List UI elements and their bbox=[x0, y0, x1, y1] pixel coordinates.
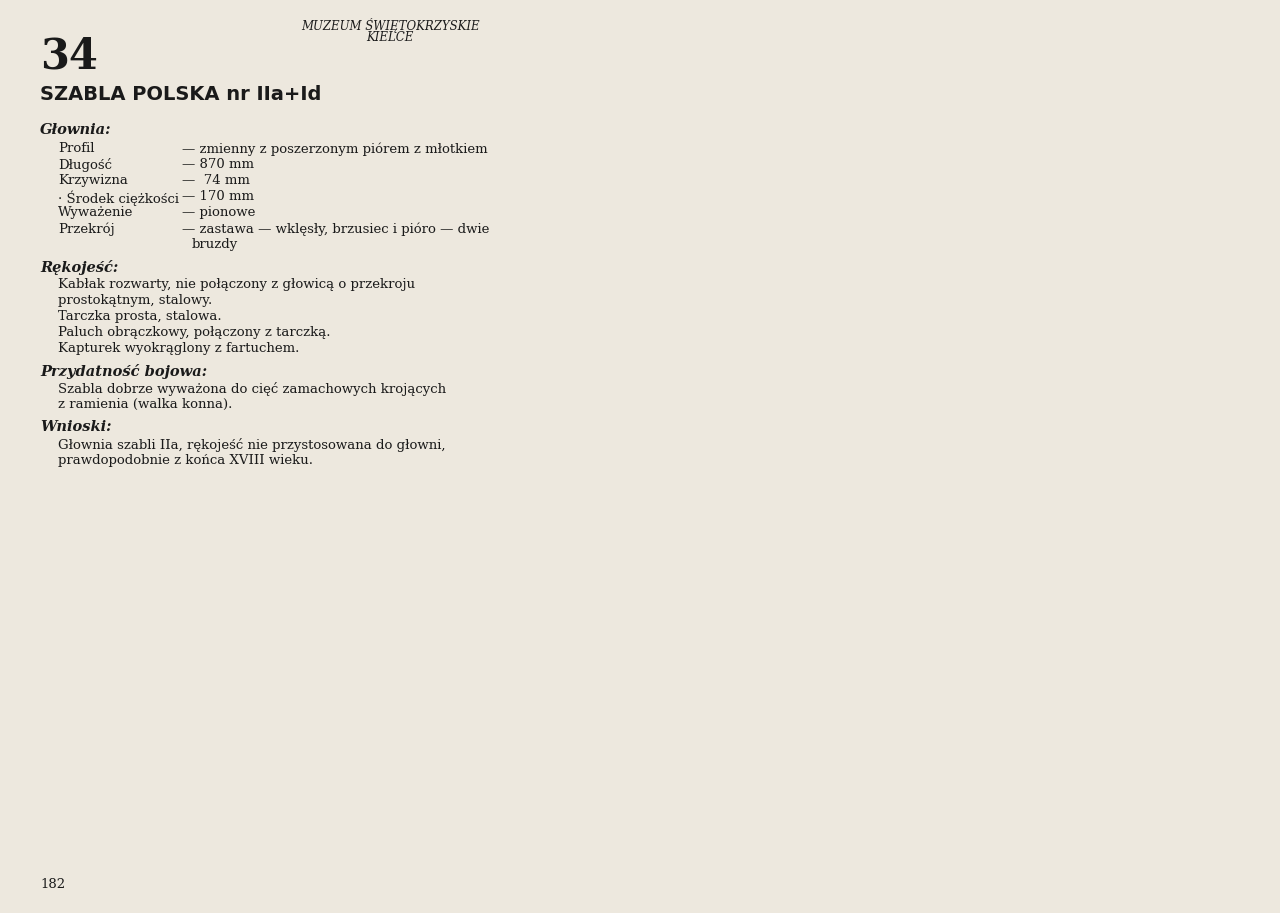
Bar bbox=[0, 0, 561, 913]
Text: SZABLA POLSKA nr IIa+Id: SZABLA POLSKA nr IIa+Id bbox=[40, 85, 321, 104]
Text: Wnioski:: Wnioski: bbox=[40, 420, 111, 434]
Text: — pionowe: — pionowe bbox=[182, 206, 256, 219]
Text: · Środek ciężkości: · Środek ciężkości bbox=[58, 190, 179, 205]
Text: Paluch obrączkowy, połączony z tarczką.: Paluch obrączkowy, połączony z tarczką. bbox=[58, 326, 330, 339]
Text: prostokątnym, stalowy.: prostokątnym, stalowy. bbox=[58, 294, 212, 307]
Text: prawdopodobnie z końca XVIII wieku.: prawdopodobnie z końca XVIII wieku. bbox=[58, 454, 314, 467]
Text: Tarczka prosta, stalowa.: Tarczka prosta, stalowa. bbox=[58, 310, 221, 323]
Text: Szabla dobrze wyważona do cięć zamachowych krojących: Szabla dobrze wyważona do cięć zamachowy… bbox=[58, 382, 447, 396]
Text: Rękojeść:: Rękojeść: bbox=[40, 260, 118, 275]
Text: — 170 mm: — 170 mm bbox=[182, 190, 253, 203]
Text: Kabłak rozwarty, nie połączony z głowicą o przekroju: Kabłak rozwarty, nie połączony z głowicą… bbox=[58, 278, 415, 291]
Text: z ramienia (walka konna).: z ramienia (walka konna). bbox=[58, 398, 233, 411]
Text: — 870 mm: — 870 mm bbox=[182, 158, 253, 171]
Text: 34: 34 bbox=[40, 35, 97, 77]
Text: Długość: Długość bbox=[58, 158, 113, 172]
Text: Wyważenie: Wyważenie bbox=[58, 206, 133, 219]
Text: bruzdy: bruzdy bbox=[192, 238, 238, 251]
Text: KIELCE: KIELCE bbox=[366, 31, 413, 44]
Text: —  74 mm: — 74 mm bbox=[182, 174, 250, 187]
Text: Kapturek wyokrąglony z fartuchem.: Kapturek wyokrąglony z fartuchem. bbox=[58, 342, 300, 355]
Text: 182: 182 bbox=[40, 878, 65, 891]
Text: Przekrój: Przekrój bbox=[58, 222, 115, 236]
Text: Profil: Profil bbox=[58, 142, 95, 155]
Text: Głownia:: Głownia: bbox=[40, 123, 111, 137]
Text: Krzywizna: Krzywizna bbox=[58, 174, 128, 187]
Text: — zmienny z poszerzonym piórem z młotkiem: — zmienny z poszerzonym piórem z młotkie… bbox=[182, 142, 488, 155]
Text: Głownia szabli IIa, rękojeść nie przystosowana do głowni,: Głownia szabli IIa, rękojeść nie przysto… bbox=[58, 438, 445, 452]
Text: Przydatność bojowa:: Przydatność bojowa: bbox=[40, 364, 207, 379]
Text: MUZEUM ŚWIĘTOKRZYSKIE: MUZEUM ŚWIĘTOKRZYSKIE bbox=[301, 18, 479, 33]
Text: — zastawa — wklęsły, brzusiec i pióro — dwie: — zastawa — wklęsły, brzusiec i pióro — … bbox=[182, 222, 489, 236]
